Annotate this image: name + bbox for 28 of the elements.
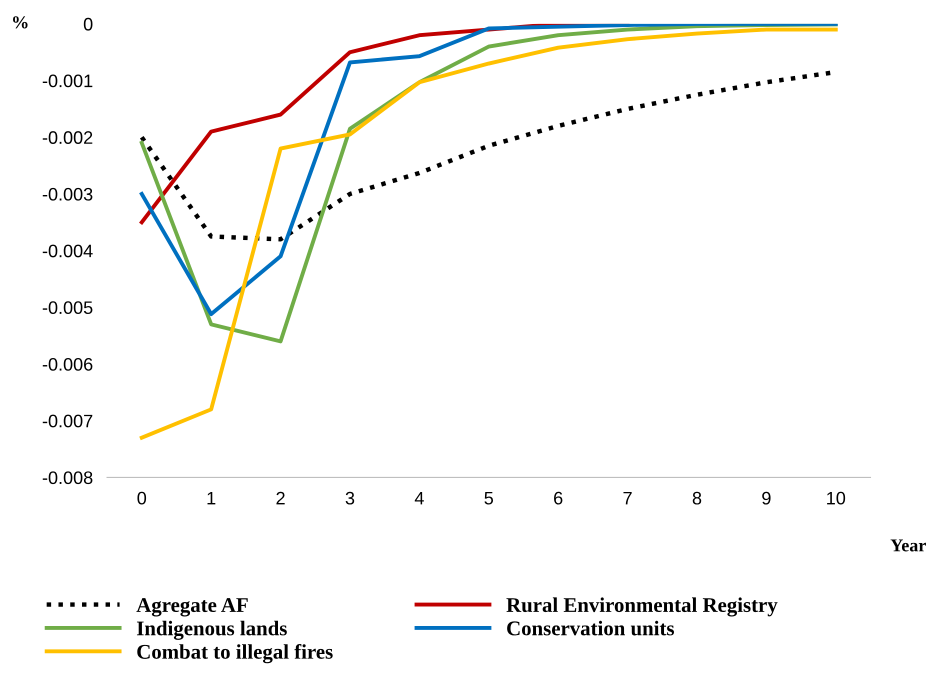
y-tick-label: -0.006 <box>42 358 92 371</box>
legend-label: Agregate AF <box>136 598 248 616</box>
x-tick-label: 8 <box>692 492 702 505</box>
y-axis-title: % <box>13 16 28 28</box>
legend-label: Indigenous lands <box>136 620 287 640</box>
x-tick-label: 7 <box>623 492 632 504</box>
x-tick-label: 4 <box>414 492 424 504</box>
y-tick-label: -0.001 <box>42 74 92 88</box>
x-tick-label: 10 <box>827 492 846 505</box>
y-tick-label: -0.005 <box>42 301 92 314</box>
y-tick-label: -0.007 <box>42 414 92 428</box>
x-tick-label: 5 <box>484 492 494 505</box>
x-tick-label: 3 <box>346 492 354 505</box>
x-tick-label: 1 <box>208 492 216 504</box>
x-tick-label: 9 <box>762 492 771 505</box>
y-tick-label: 0 <box>84 18 92 31</box>
line-series <box>140 28 838 440</box>
y-tick-label: -0.004 <box>42 244 93 258</box>
x-axis-title: Year <box>890 539 926 552</box>
legend-label: Combat to illegal fires <box>137 644 333 664</box>
legend-label: Conservation units <box>507 620 674 636</box>
y-tick-label: -0.008 <box>42 471 92 484</box>
y-tick-label: -0.002 <box>42 131 92 144</box>
y-tick-label: -0.003 <box>42 188 92 201</box>
legend-label: Rural Environmental Registry <box>506 597 778 616</box>
x-tick-label: 6 <box>554 492 562 505</box>
x-tick-label: 2 <box>276 492 285 504</box>
x-tick-label: 0 <box>137 492 146 505</box>
